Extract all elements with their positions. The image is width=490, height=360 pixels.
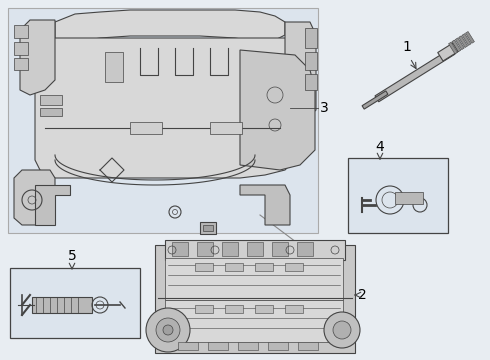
Bar (272, 242, 288, 256)
Polygon shape (35, 185, 70, 225)
Bar (305, 52, 317, 70)
Bar (40, 108, 62, 116)
Bar (14, 25, 28, 38)
Polygon shape (448, 42, 458, 54)
Bar (32, 297, 92, 313)
Bar (14, 42, 28, 55)
Bar (195, 305, 213, 313)
Bar (305, 74, 317, 90)
Polygon shape (285, 22, 316, 120)
Polygon shape (240, 50, 315, 170)
Text: 5: 5 (68, 249, 76, 263)
Bar (225, 263, 243, 271)
Bar (165, 240, 345, 260)
Bar (14, 58, 28, 70)
Text: 4: 4 (376, 140, 384, 154)
Polygon shape (20, 20, 55, 95)
Polygon shape (452, 40, 461, 52)
Bar (105, 52, 123, 82)
Polygon shape (35, 38, 295, 178)
Polygon shape (14, 170, 55, 225)
Bar (222, 242, 238, 256)
Circle shape (333, 321, 351, 339)
Polygon shape (459, 36, 467, 48)
Bar (247, 242, 263, 256)
Bar (130, 122, 162, 134)
Bar (197, 242, 213, 256)
Bar (285, 305, 303, 313)
Polygon shape (438, 43, 458, 61)
Bar (268, 342, 288, 350)
Text: 2: 2 (358, 288, 367, 302)
Bar (10, 268, 140, 338)
Bar (395, 192, 423, 204)
Bar (195, 263, 213, 271)
Bar (225, 305, 243, 313)
Bar (348, 158, 448, 233)
Bar (298, 342, 318, 350)
Polygon shape (455, 38, 464, 50)
Bar (305, 28, 317, 48)
Polygon shape (362, 91, 388, 109)
Bar (210, 122, 242, 134)
Polygon shape (375, 48, 455, 102)
Bar (297, 242, 313, 256)
Bar (165, 300, 343, 342)
Bar (238, 342, 258, 350)
Circle shape (156, 318, 180, 342)
Circle shape (324, 312, 360, 348)
Polygon shape (240, 185, 290, 225)
Bar (172, 242, 188, 256)
Bar (165, 258, 343, 300)
Bar (255, 305, 273, 313)
Polygon shape (462, 33, 471, 45)
Bar (285, 263, 303, 271)
Bar (255, 263, 273, 271)
Bar (178, 342, 198, 350)
Bar (40, 95, 62, 105)
Bar (200, 222, 216, 234)
Circle shape (163, 325, 173, 335)
Text: 1: 1 (403, 40, 412, 54)
Circle shape (146, 308, 190, 352)
Polygon shape (466, 32, 474, 43)
Bar (203, 225, 213, 231)
Bar (208, 342, 228, 350)
Bar (8, 8, 318, 233)
Polygon shape (55, 10, 285, 48)
Bar (155, 245, 355, 353)
Text: 3: 3 (320, 101, 329, 115)
